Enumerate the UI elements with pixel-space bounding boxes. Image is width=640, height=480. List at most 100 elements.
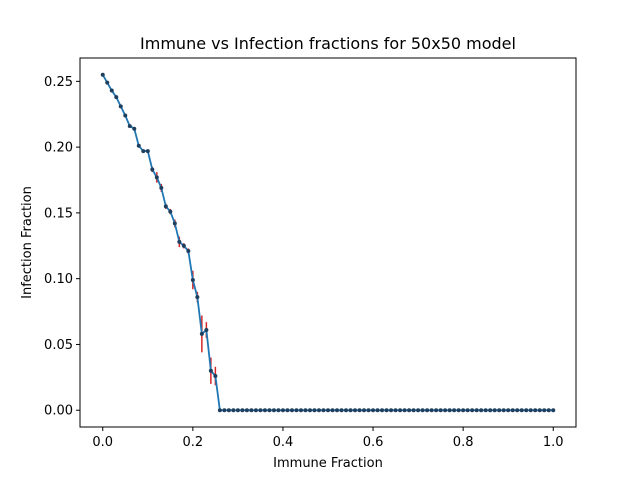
data-point: [533, 408, 538, 413]
data-point: [497, 408, 502, 413]
data-point: [222, 408, 227, 413]
data-point: [344, 408, 349, 413]
data-point: [132, 126, 137, 131]
x-tick-label: 0.8: [453, 435, 474, 450]
data-point: [208, 368, 213, 373]
data-point: [316, 408, 321, 413]
data-point: [321, 408, 326, 413]
data-point: [213, 374, 218, 379]
y-tick-label: 0.20: [44, 141, 73, 156]
y-tick-label: 0.25: [44, 75, 73, 90]
data-point: [551, 408, 556, 413]
data-point: [380, 408, 385, 413]
data-point: [362, 408, 367, 413]
data-point: [181, 243, 186, 248]
data-point: [366, 408, 371, 413]
data-point: [447, 408, 452, 413]
data-point: [240, 408, 245, 413]
data-point: [429, 408, 434, 413]
data-point: [123, 113, 128, 118]
data-point: [276, 408, 281, 413]
data-point: [456, 408, 461, 413]
data-point: [470, 408, 475, 413]
data-point: [339, 408, 344, 413]
data-point: [335, 408, 340, 413]
y-tick-label: 0.10: [44, 272, 73, 287]
data-point: [416, 408, 421, 413]
data-point: [452, 408, 457, 413]
data-point: [235, 408, 240, 413]
x-tick-label: 1.0: [543, 435, 564, 450]
data-point: [389, 408, 394, 413]
data-point: [524, 408, 529, 413]
data-point: [190, 277, 195, 282]
x-axis-label: Immune Fraction: [273, 456, 383, 471]
data-point: [100, 72, 105, 77]
data-point: [307, 408, 312, 413]
x-axis: 0.0 0.2 0.4 0.6 0.8 1.0: [92, 427, 564, 450]
data-point: [244, 408, 249, 413]
data-point: [109, 88, 114, 93]
data-point: [330, 408, 335, 413]
data-point: [420, 408, 425, 413]
y-axis: 0.00 0.05 0.10 0.15 0.20 0.25: [44, 75, 80, 419]
data-point: [172, 221, 177, 226]
data-point: [204, 327, 209, 332]
data-point: [114, 95, 119, 100]
data-point: [506, 408, 511, 413]
data-point: [461, 408, 466, 413]
x-tick-label: 0.4: [273, 435, 294, 450]
data-point: [465, 408, 470, 413]
data-point: [141, 149, 146, 154]
data-point: [285, 408, 290, 413]
y-tick-label: 0.05: [44, 338, 73, 353]
data-point: [474, 408, 479, 413]
data-point: [443, 408, 448, 413]
data-point: [438, 408, 443, 413]
data-point: [298, 408, 303, 413]
data-point: [519, 408, 524, 413]
y-tick-label: 0.15: [44, 206, 73, 221]
data-point: [136, 143, 141, 148]
data-point: [280, 408, 285, 413]
data-point: [195, 295, 200, 300]
data-point: [145, 149, 150, 154]
data-point: [177, 239, 182, 244]
data-point: [186, 249, 191, 254]
data-point: [312, 408, 317, 413]
data-point: [303, 408, 308, 413]
data-point: [488, 408, 493, 413]
data-point: [492, 408, 497, 413]
data-point: [271, 408, 276, 413]
data-point: [515, 408, 520, 413]
data-point: [249, 408, 254, 413]
data-point: [168, 209, 173, 214]
data-point: [393, 408, 398, 413]
data-point: [528, 408, 533, 413]
data-point: [425, 408, 430, 413]
x-tick-label: 0.0: [92, 435, 113, 450]
data-point: [226, 408, 231, 413]
data-point: [262, 408, 267, 413]
data-point: [479, 408, 484, 413]
data-point: [326, 408, 330, 413]
data-point: [127, 124, 132, 129]
data-point: [357, 408, 362, 413]
data-point: [348, 408, 353, 413]
data-point: [105, 80, 110, 85]
data-point: [294, 408, 299, 413]
y-tick-label: 0.00: [44, 404, 73, 419]
data-point: [402, 408, 407, 413]
data-point: [231, 408, 236, 413]
data-point: [398, 408, 403, 413]
data-point: [289, 408, 294, 413]
y-axis-label: Infection Fraction: [20, 186, 35, 299]
data-point: [411, 408, 416, 413]
x-tick-label: 0.2: [183, 435, 204, 450]
data-point: [353, 408, 358, 413]
data-point: [384, 408, 389, 413]
data-point: [483, 408, 488, 413]
data-point: [501, 408, 506, 413]
data-point: [267, 408, 272, 413]
